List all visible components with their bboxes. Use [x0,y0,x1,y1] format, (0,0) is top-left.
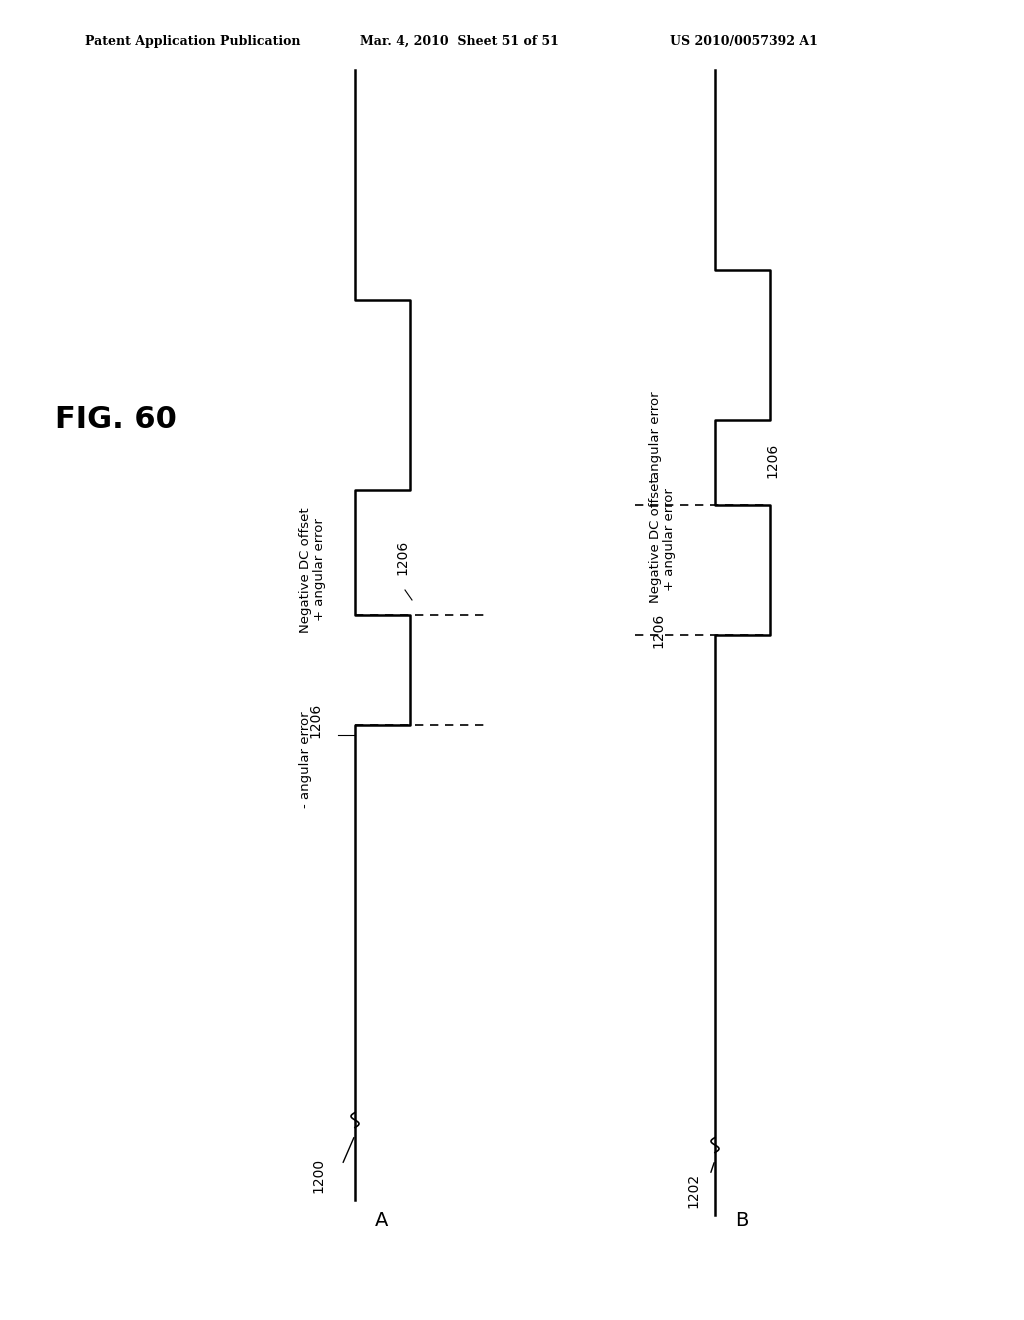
Text: + angular error: + angular error [313,519,327,622]
Text: - angular error: - angular error [299,711,311,808]
Text: Negative DC offset: Negative DC offset [299,507,311,632]
Text: 1206: 1206 [395,540,409,576]
Text: Patent Application Publication: Patent Application Publication [85,36,300,48]
Text: A: A [376,1210,389,1229]
Text: Negative DC offset: Negative DC offset [648,478,662,603]
Text: 1206: 1206 [308,702,322,738]
Text: B: B [735,1210,749,1229]
Text: 1206: 1206 [651,612,665,648]
Text: + angular error: + angular error [664,488,677,591]
Text: Mar. 4, 2010  Sheet 51 of 51: Mar. 4, 2010 Sheet 51 of 51 [360,36,559,48]
Text: 1202: 1202 [686,1172,700,1208]
Text: - angular error: - angular error [648,392,662,488]
Text: FIG. 60: FIG. 60 [55,405,177,434]
Text: US 2010/0057392 A1: US 2010/0057392 A1 [670,36,818,48]
Text: 1206: 1206 [765,442,779,478]
Text: 1200: 1200 [311,1158,325,1192]
